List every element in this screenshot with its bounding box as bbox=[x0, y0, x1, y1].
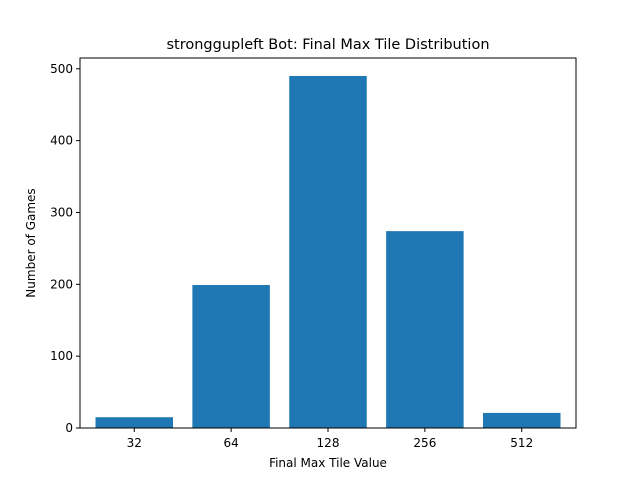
y-tick-label: 0 bbox=[65, 421, 73, 435]
bars-group bbox=[95, 75, 561, 428]
x-tick-label: 64 bbox=[223, 436, 238, 450]
y-axis-label: Number of Games bbox=[24, 188, 38, 297]
bar-512 bbox=[483, 412, 561, 428]
y-tick-label: 400 bbox=[50, 134, 73, 148]
y-axis-ticks: 0 100 200 300 400 500 bbox=[50, 62, 80, 435]
bar-128 bbox=[289, 75, 367, 428]
bar-256 bbox=[386, 231, 464, 428]
y-tick-label: 100 bbox=[50, 349, 73, 363]
x-axis-ticks: 32 64 128 256 512 bbox=[127, 428, 533, 450]
plot-frame bbox=[79, 57, 577, 429]
y-tick-label: 300 bbox=[50, 205, 73, 219]
chart-title: stronggupleft Bot: Final Max Tile Distri… bbox=[166, 37, 489, 53]
bar-64 bbox=[192, 285, 270, 428]
x-tick-label: 32 bbox=[127, 436, 142, 450]
x-tick-label: 128 bbox=[317, 436, 340, 450]
x-axis-label: Final Max Tile Value bbox=[269, 456, 387, 470]
y-tick-label: 200 bbox=[50, 277, 73, 291]
x-tick-label: 512 bbox=[510, 436, 533, 450]
x-tick-label: 256 bbox=[413, 436, 436, 450]
bar-32 bbox=[95, 417, 173, 428]
y-tick-label: 500 bbox=[50, 62, 73, 76]
